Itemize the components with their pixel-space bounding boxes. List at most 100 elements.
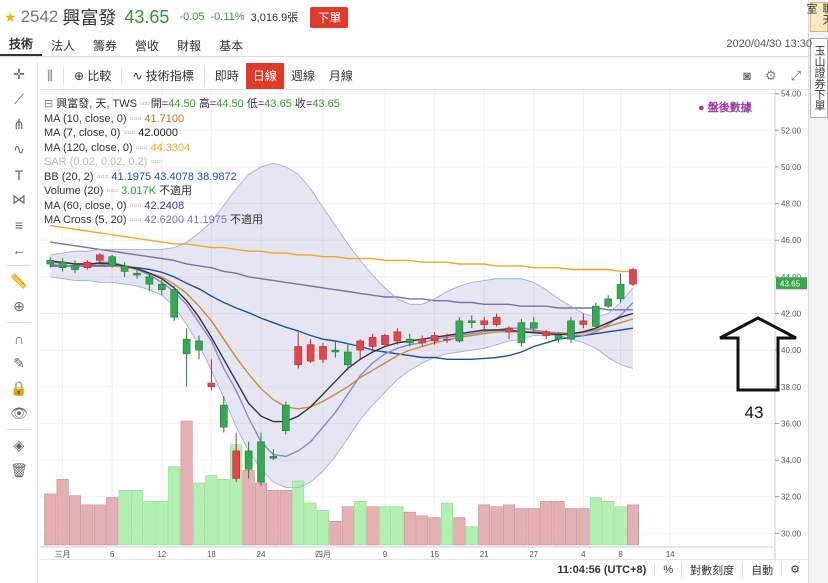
fib-icon[interactable]: ≡ — [14, 216, 24, 233]
legend-row-buttons[interactable]: ▫▫▫ — [129, 199, 145, 212]
x-tick-label: 12 — [157, 550, 166, 559]
legend-row-buttons[interactable]: ▫▫▫ — [123, 127, 139, 139]
zoom-in-icon[interactable]: ⊕ — [13, 298, 25, 314]
status-gear-icon[interactable]: ⚙ — [781, 563, 808, 576]
weekly-button[interactable]: 週線 — [290, 68, 315, 83]
lock-drawing-icon[interactable]: ✎ — [13, 355, 25, 371]
divider — [203, 66, 205, 85]
tab-revenue[interactable]: 營收 — [135, 39, 160, 53]
legend-row-buttons[interactable]: ▫▫▫ — [150, 156, 163, 168]
legend-row-buttons[interactable]: ▫▫▫ — [96, 170, 112, 183]
legend-row-buttons[interactable]: ▫▫▫ — [129, 112, 145, 125]
indicators-label: 技術指標 — [145, 68, 194, 83]
volume-bar — [465, 526, 478, 546]
tab-financials[interactable]: 財報 — [177, 39, 202, 53]
candle-body — [269, 456, 278, 459]
back-arrow-icon[interactable]: ← — [12, 241, 26, 258]
magnet-icon[interactable]: ∩ — [13, 330, 25, 347]
volume-bar — [242, 469, 255, 546]
tab-basic[interactable]: 基本 — [219, 39, 244, 53]
pattern-icon[interactable]: ⋈ — [12, 191, 26, 207]
divider — [7, 322, 31, 323]
legend-row-buttons[interactable]: ▫▫▫ — [129, 214, 145, 226]
x-tick-label: 6 — [110, 550, 115, 559]
chat-room-button[interactable]: 聊天室 — [805, 2, 828, 32]
volume-bar — [68, 495, 81, 546]
volume-bar — [440, 502, 453, 546]
volume-bar — [589, 497, 602, 546]
candle-type-icon[interactable]: ⫼ — [47, 67, 53, 83]
candle-body — [83, 261, 92, 269]
crosshair-icon[interactable]: ✛ — [13, 66, 25, 82]
monthly-button[interactable]: 月線 — [328, 68, 353, 83]
collapse-icon[interactable]: ⊟ — [44, 98, 57, 110]
candle-body — [207, 382, 216, 388]
quote-header: ★ 2542 興富發 43.65 -0.05 -0.11% 3,016.9張 下… — [0, 0, 808, 34]
eye-icon[interactable]: 👁 — [10, 405, 28, 421]
candle-body — [381, 335, 389, 345]
intraday-button[interactable]: 即時 — [214, 68, 239, 83]
y-tick-label: 52.00 — [781, 126, 802, 135]
legend-row-value: 43.4078 — [154, 170, 197, 183]
tab-technical[interactable]: 技術 — [0, 35, 43, 56]
text-tool-icon[interactable]: T — [14, 166, 24, 183]
volume-bar — [205, 475, 218, 546]
candle-body — [108, 256, 116, 267]
price-chart[interactable]: 30.0032.0034.0036.0038.0040.0042.0044.00… — [40, 90, 808, 559]
after-hours-label: ● 盤後數據 — [698, 99, 752, 115]
high-label: 高= — [198, 98, 217, 110]
camera-icon[interactable]: ◙ — [743, 67, 751, 83]
legend-row-buttons[interactable]: ▫▫▫ — [135, 141, 151, 154]
volume-bar — [143, 500, 156, 546]
percent-toggle[interactable]: % — [654, 563, 681, 576]
log-scale-toggle[interactable]: 對數刻度 — [681, 561, 742, 578]
after-hours-text: 盤後數據 — [707, 102, 752, 114]
candle-body — [480, 320, 489, 325]
order-button[interactable]: 下單 — [310, 6, 349, 28]
up-arrow-annotation[interactable] — [719, 316, 797, 392]
legend-row-buttons[interactable]: ▫▫▫ — [106, 185, 122, 197]
layers-icon[interactable]: ◈ — [13, 437, 25, 453]
annotation-text[interactable]: 43 — [745, 403, 764, 422]
tab-institutional[interactable]: 法人 — [51, 39, 76, 53]
legend-row: MA (60, close, 0) ▫▫▫ 42.2408 — [44, 199, 340, 214]
legend-title: 興富發, 天, TWS — [56, 98, 137, 110]
fullscreen-icon[interactable]: ⤢ — [790, 67, 801, 83]
tab-margin[interactable]: 籌券 — [93, 39, 118, 53]
trend-line-icon[interactable]: ⟋ — [14, 91, 24, 107]
y-tick-label: 34.00 — [781, 456, 802, 465]
legend-row-label: MA (7, close, 0) — [44, 127, 124, 139]
candle-body — [257, 441, 265, 483]
legend-row-label: MA (120, close, 0) — [44, 141, 136, 154]
chart-status-bar: 11:04:56 (UTC+8) % 對數刻度 自動 ⚙ — [40, 559, 808, 579]
ruler-icon[interactable]: 📏 — [10, 273, 28, 289]
auto-scale-toggle[interactable]: 自動 — [742, 561, 781, 578]
volume-bar — [44, 493, 57, 546]
series-line — [50, 260, 634, 423]
candle-body — [467, 320, 476, 323]
x-tick-label: 24 — [257, 550, 266, 559]
last-price-label: 43.65 — [780, 279, 801, 288]
candle-body — [306, 344, 315, 362]
volume-bar — [255, 482, 268, 546]
lock-icon[interactable]: 🔒 — [10, 380, 28, 396]
trash-icon[interactable]: 🗑 — [10, 462, 28, 478]
y-tick-label: 54.00 — [781, 90, 802, 99]
compare-button[interactable]: ⊕ 比較 — [67, 63, 118, 89]
section-tabs: 技術 法人 籌券 營收 財報 基本 — [0, 35, 808, 57]
favorite-star-icon[interactable]: ★ — [4, 8, 17, 25]
candle-body — [567, 320, 575, 340]
candle-body — [492, 316, 501, 325]
broker-order-button[interactable]: 玉山證券下單 — [810, 38, 828, 118]
volume-bar — [428, 517, 441, 546]
indicators-button[interactable]: ∿ 技術指標 — [125, 63, 200, 89]
legend-row-label: Volume (20) — [44, 185, 107, 197]
price-change-pct: -0.11% — [210, 11, 245, 23]
brush-icon[interactable]: ∿ — [13, 141, 25, 157]
candle-body — [220, 404, 228, 428]
gear-icon[interactable]: ⚙ — [764, 67, 777, 83]
daily-button[interactable]: 日線 — [245, 62, 284, 89]
open-label: 開= — [150, 98, 169, 110]
fork-icon[interactable]: ⋔ — [13, 116, 25, 132]
legend-buttons[interactable]: ▫▫▫ — [140, 98, 151, 110]
